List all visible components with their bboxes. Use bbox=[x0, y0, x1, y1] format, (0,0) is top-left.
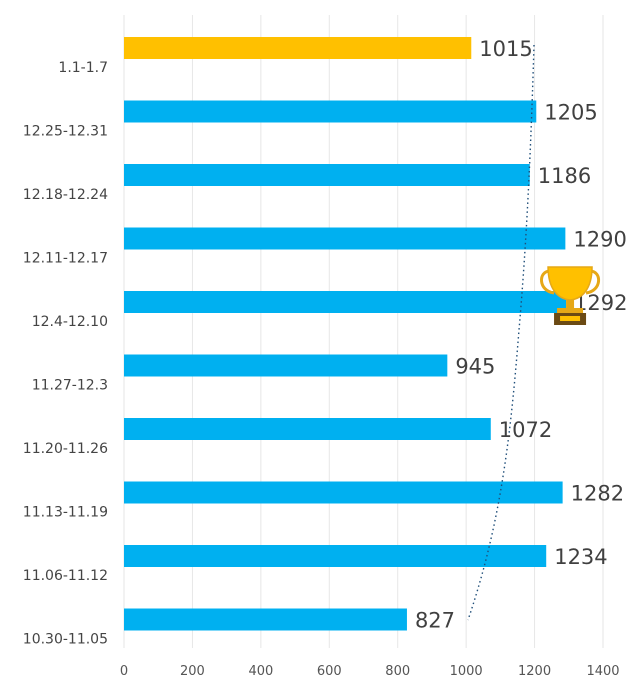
data-label: 1015 bbox=[479, 37, 532, 61]
bar bbox=[124, 481, 563, 504]
x-tick-label: 1000 bbox=[450, 664, 483, 679]
bar bbox=[124, 418, 491, 440]
bar bbox=[124, 291, 567, 313]
category-label: 11.13-11.19 bbox=[23, 505, 108, 521]
category-label: 12.25-12.31 bbox=[23, 124, 108, 140]
category-label: 10.30-11.05 bbox=[23, 632, 108, 648]
data-label: 1282 bbox=[571, 482, 624, 506]
bar bbox=[124, 354, 448, 377]
category-label: 11.20-11.26 bbox=[23, 441, 108, 457]
data-label: 945 bbox=[455, 355, 495, 379]
bar bbox=[124, 545, 547, 567]
bar bbox=[124, 100, 537, 123]
data-label: 1234 bbox=[554, 545, 607, 569]
data-label: 1072 bbox=[499, 418, 552, 442]
data-label: 1290 bbox=[573, 228, 626, 252]
category-label: 12.18-12.24 bbox=[23, 187, 108, 203]
category-label: 1.1-1.7 bbox=[58, 60, 108, 76]
trophy-icon bbox=[540, 266, 601, 325]
x-tick-label: 1200 bbox=[518, 664, 551, 679]
bars bbox=[124, 37, 567, 631]
x-tick-label: 200 bbox=[180, 664, 205, 679]
data-label: 1205 bbox=[544, 101, 597, 125]
x-tick-label: 0 bbox=[120, 664, 128, 679]
x-tick-label: 600 bbox=[317, 664, 342, 679]
data-label: 1186 bbox=[538, 164, 591, 188]
category-label: 11.06-11.12 bbox=[23, 568, 108, 584]
x-tick-label: 800 bbox=[385, 664, 410, 679]
bar bbox=[124, 37, 472, 59]
bar bbox=[124, 164, 530, 186]
bar bbox=[124, 608, 407, 631]
data-label: 827 bbox=[415, 609, 455, 633]
x-tick-label: 1400 bbox=[586, 664, 619, 679]
bar bbox=[124, 227, 566, 250]
x-tick-label: 400 bbox=[248, 664, 273, 679]
trend-line bbox=[467, 44, 535, 621]
category-label: 11.27-12.3 bbox=[32, 378, 108, 394]
category-label: 12.4-12.10 bbox=[32, 314, 108, 330]
category-label: 12.11-12.17 bbox=[23, 251, 108, 267]
